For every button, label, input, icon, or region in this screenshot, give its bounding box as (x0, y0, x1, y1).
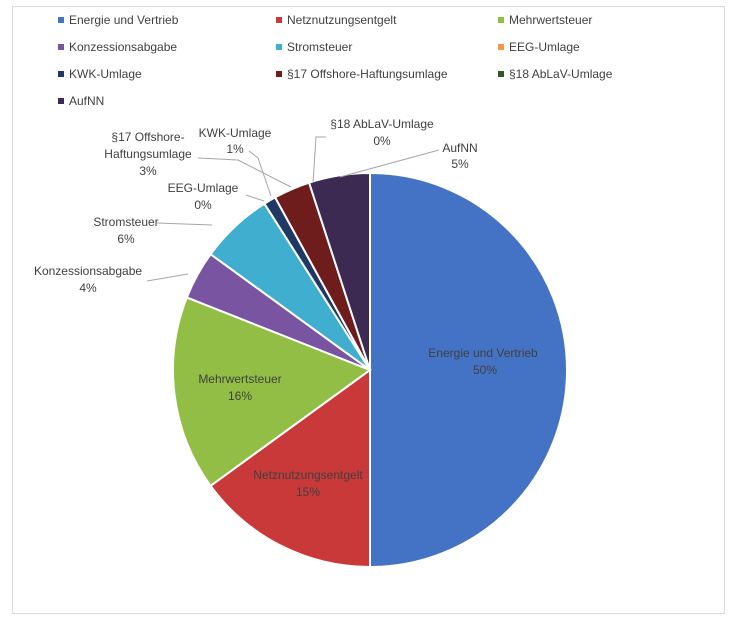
label-kwk-pct: 1% (226, 142, 244, 156)
leader-line-eeg (245, 194, 265, 202)
label-aufnn-name: AufNN (442, 141, 477, 155)
legend-swatch-konz (58, 43, 64, 50)
legend-swatch-aufnn (58, 97, 64, 104)
label-energie-pct: 50% (473, 363, 497, 377)
pie-slice-energie-und-vertrieb (369, 171, 568, 569)
leader-lines (146, 136, 440, 282)
leader-line-stromsteuer (156, 222, 213, 226)
pie-slice-mehrwertsteuer (172, 296, 373, 488)
label-ablav-pct: 0% (373, 134, 391, 148)
legend-swatch-strom (276, 43, 282, 50)
chart-frame (12, 6, 725, 614)
legend-item-aufnn: AufNN (58, 94, 104, 108)
label-strom-pct: 6% (117, 232, 135, 246)
legend-swatch-energie (58, 16, 64, 23)
pie-slice-aufnn (307, 171, 371, 371)
label-ablav-name: §18 AbLaV-Umlage (330, 117, 434, 131)
legend-item-mwst: Mehrwertsteuer (498, 13, 592, 27)
label-strom-name: Stromsteuer (93, 215, 158, 229)
label-eeg-pct: 0% (194, 198, 212, 212)
legend-swatch-ablav (498, 70, 504, 77)
legend-item-offshore: §17 Offshore-Haftungsumlage (276, 67, 448, 81)
legend-item-ablav: §18 AbLaV-Umlage (498, 67, 612, 81)
legend-item-netz: Netznutzungsentgelt (276, 13, 396, 27)
label-netz-pct: 15% (296, 485, 320, 499)
legend-swatch-eeg (498, 43, 504, 50)
leader-line-aufnn (339, 149, 440, 178)
label-offshore-line1: §17 Offshore- (111, 130, 184, 144)
label-netz-name: Netznutzungsentgelt (253, 468, 363, 482)
leader-line-ablav (312, 136, 326, 184)
label-konz-pct: 4% (79, 281, 97, 295)
legend-swatch-offshore (276, 70, 282, 77)
legend-swatch-mwst (498, 16, 504, 23)
legend-item-energie: Energie und Vertrieb (58, 13, 178, 27)
legend-item-konz: Konzessionsabgabe (58, 40, 177, 54)
label-offshore-pct: 3% (139, 164, 157, 178)
label-mwst-pct: 16% (228, 389, 252, 403)
label-energie-name: Energie und Vertrieb (428, 346, 538, 360)
pie-slice-netznutzungsentgelt (209, 368, 371, 569)
legend-swatch-kwk (58, 70, 64, 77)
legend-swatch-netz (276, 16, 282, 23)
label-aufnn-pct: 5% (451, 157, 469, 171)
data-labels: Energie und Vertrieb 50% Netznutzungsent… (34, 117, 538, 499)
legend-item-kwk: KWK-Umlage (58, 67, 142, 81)
label-offshore-line2: Haftungsumlage (104, 147, 192, 161)
legend-item-eeg: EEG-Umlage (498, 40, 580, 54)
pie-slices (172, 171, 568, 569)
leader-line-konzessionsabgabe (146, 273, 189, 282)
label-mwst-name: Mehrwertsteuer (198, 372, 281, 386)
label-kwk-name: KWK-Umlage (199, 126, 272, 140)
leader-line-offshore (197, 157, 292, 188)
leader-line-kwk (248, 150, 272, 197)
label-eeg-name: EEG-Umlage (168, 181, 239, 195)
label-konz-name: Konzessionsabgabe (34, 264, 142, 278)
legend-item-strom: Stromsteuer (276, 40, 352, 54)
